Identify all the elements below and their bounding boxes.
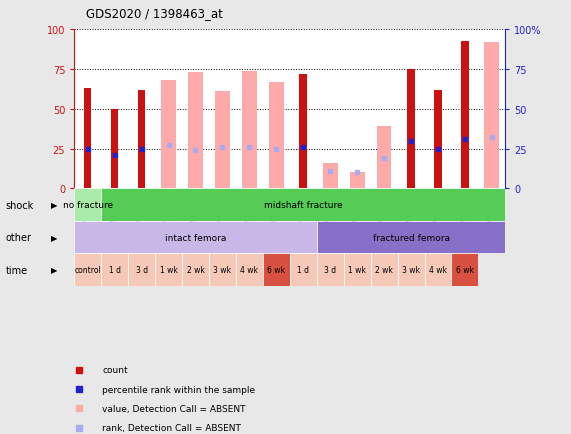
Text: 3 d: 3 d bbox=[324, 266, 336, 275]
Text: 3 d: 3 d bbox=[135, 266, 148, 275]
Bar bbox=[371, 254, 397, 286]
Bar bbox=[349, 173, 364, 189]
Bar bbox=[317, 221, 505, 254]
Text: 6 wk: 6 wk bbox=[456, 266, 474, 275]
Text: percentile rank within the sample: percentile rank within the sample bbox=[102, 385, 255, 394]
Text: 1 d: 1 d bbox=[108, 266, 120, 275]
Bar bbox=[434, 91, 442, 189]
Bar bbox=[74, 189, 101, 221]
Bar bbox=[344, 254, 371, 286]
Bar bbox=[377, 127, 392, 189]
Bar bbox=[263, 254, 289, 286]
Text: GDS2020 / 1398463_at: GDS2020 / 1398463_at bbox=[86, 7, 223, 20]
Bar bbox=[242, 72, 257, 189]
Bar bbox=[269, 82, 284, 189]
Text: 1 wk: 1 wk bbox=[160, 266, 178, 275]
Bar bbox=[101, 254, 128, 286]
Text: 4 wk: 4 wk bbox=[429, 266, 447, 275]
Bar bbox=[161, 81, 176, 189]
Text: 3 wk: 3 wk bbox=[214, 266, 231, 275]
Bar bbox=[424, 254, 452, 286]
Text: ▶: ▶ bbox=[51, 201, 58, 210]
Text: 3 wk: 3 wk bbox=[402, 266, 420, 275]
Text: ▶: ▶ bbox=[51, 233, 58, 242]
Bar bbox=[215, 92, 230, 189]
Bar bbox=[397, 254, 424, 286]
Bar bbox=[84, 89, 91, 189]
Bar bbox=[111, 109, 118, 189]
Text: shock: shock bbox=[6, 200, 34, 210]
Text: 2 wk: 2 wk bbox=[187, 266, 204, 275]
Bar bbox=[74, 221, 317, 254]
Text: midshaft fracture: midshaft fracture bbox=[264, 201, 343, 210]
Bar bbox=[236, 254, 263, 286]
Bar bbox=[138, 91, 146, 189]
Text: count: count bbox=[102, 365, 128, 375]
Bar bbox=[128, 254, 155, 286]
Text: control: control bbox=[74, 266, 101, 275]
Bar bbox=[182, 254, 209, 286]
Text: rank, Detection Call = ABSENT: rank, Detection Call = ABSENT bbox=[102, 423, 241, 432]
Text: time: time bbox=[6, 265, 28, 275]
Bar bbox=[484, 43, 499, 189]
Text: 1 d: 1 d bbox=[297, 266, 309, 275]
Text: other: other bbox=[6, 233, 32, 243]
Bar bbox=[407, 70, 415, 189]
Bar bbox=[323, 164, 337, 189]
Bar bbox=[452, 254, 478, 286]
Text: 2 wk: 2 wk bbox=[375, 266, 393, 275]
Text: 1 wk: 1 wk bbox=[348, 266, 366, 275]
Text: 4 wk: 4 wk bbox=[240, 266, 258, 275]
Bar bbox=[290, 254, 317, 286]
Text: fractured femora: fractured femora bbox=[372, 233, 449, 242]
Bar bbox=[461, 42, 469, 189]
Bar bbox=[209, 254, 236, 286]
Bar bbox=[188, 73, 203, 189]
Text: no fracture: no fracture bbox=[63, 201, 112, 210]
Text: intact femora: intact femora bbox=[165, 233, 226, 242]
Bar bbox=[74, 254, 101, 286]
Bar bbox=[155, 254, 182, 286]
Bar bbox=[299, 75, 307, 189]
Text: value, Detection Call = ABSENT: value, Detection Call = ABSENT bbox=[102, 404, 246, 413]
Text: 6 wk: 6 wk bbox=[267, 266, 286, 275]
Bar bbox=[317, 254, 344, 286]
Text: ▶: ▶ bbox=[51, 266, 58, 275]
